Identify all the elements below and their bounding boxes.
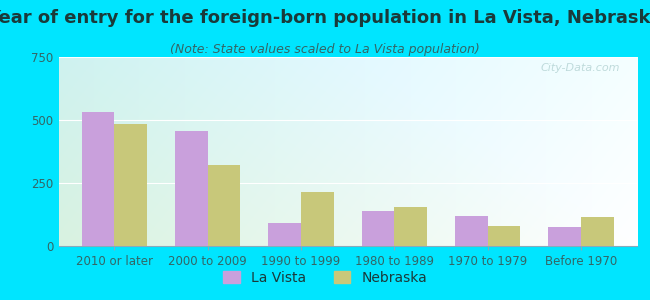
- Bar: [488, 226, 521, 246]
- Text: Year of entry for the foreign-born population in La Vista, Nebraska: Year of entry for the foreign-born popul…: [0, 9, 650, 27]
- Bar: [114, 124, 147, 246]
- Bar: [208, 165, 240, 246]
- Text: (Note: State values scaled to La Vista population): (Note: State values scaled to La Vista p…: [170, 44, 480, 56]
- Bar: [82, 112, 114, 246]
- Bar: [581, 217, 614, 246]
- Legend: La Vista, Nebraska: La Vista, Nebraska: [217, 265, 433, 290]
- Bar: [395, 207, 427, 246]
- Bar: [268, 223, 301, 246]
- Text: City-Data.com: City-Data.com: [540, 63, 619, 73]
- Bar: [455, 216, 488, 246]
- Bar: [549, 227, 581, 246]
- Bar: [301, 192, 333, 246]
- Bar: [175, 131, 208, 246]
- Bar: [362, 211, 395, 246]
